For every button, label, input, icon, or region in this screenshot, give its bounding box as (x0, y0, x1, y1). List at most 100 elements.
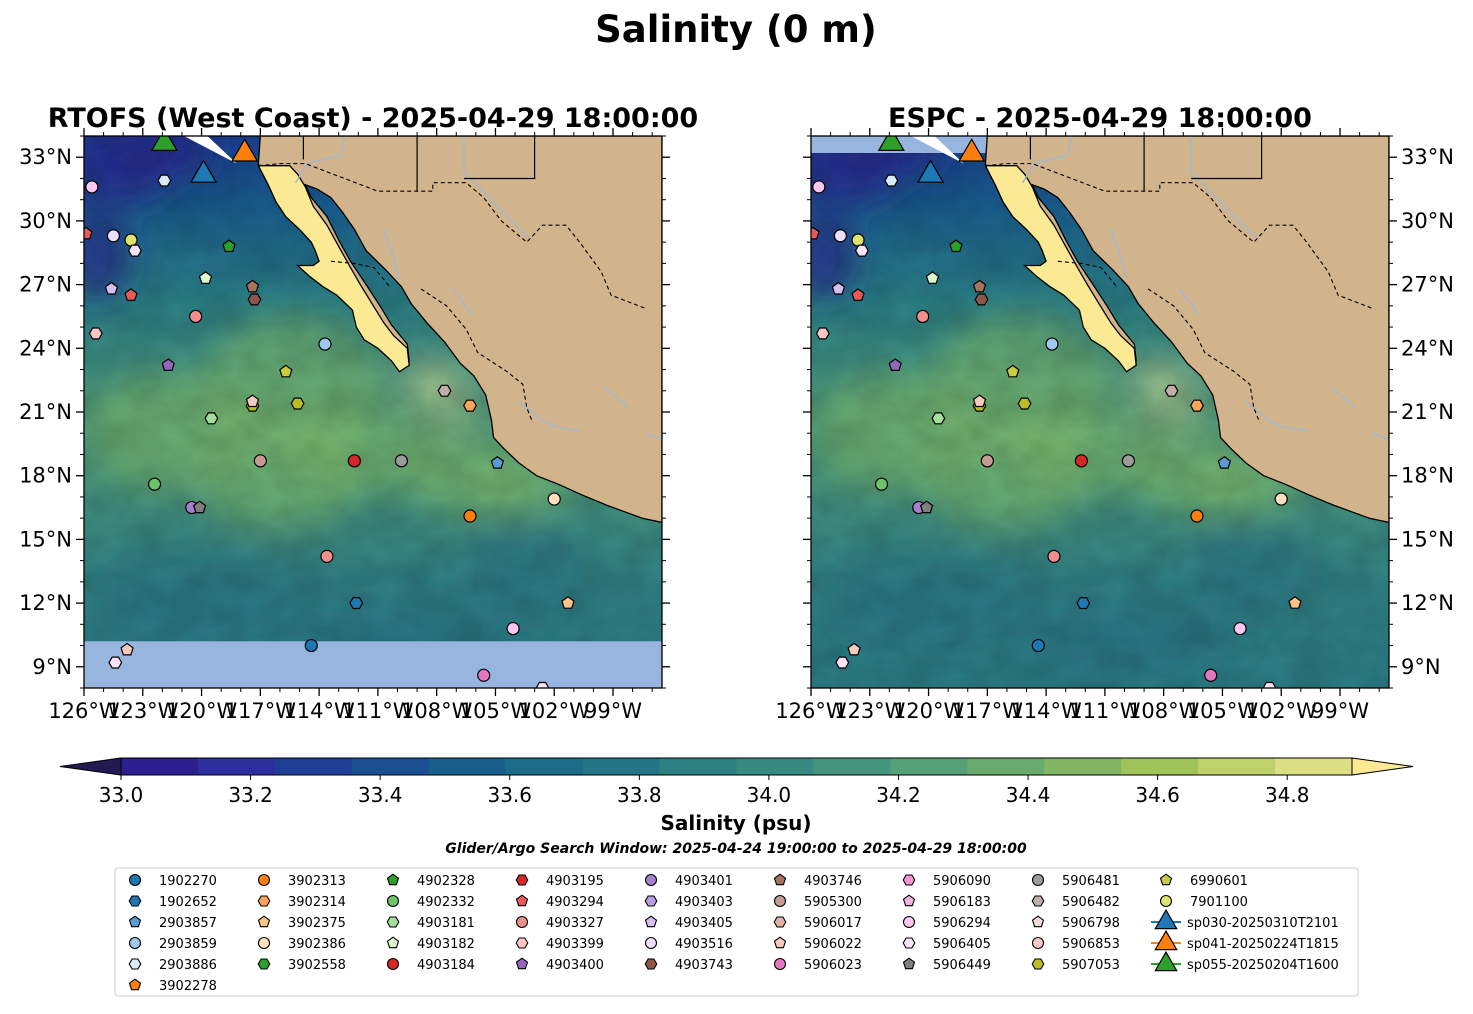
argo-float-marker (1076, 597, 1091, 610)
legend-item: 4903184 (386, 957, 475, 973)
legend-marker (128, 895, 142, 907)
espc-map-panel: ESPC - 2025-04-29 18:00:00 126°W123°W120… (775, 103, 1454, 723)
x-tick-label: 120°W (166, 699, 238, 723)
argo-float-marker (851, 288, 865, 301)
legend-triangle-marker (1154, 950, 1178, 972)
colorbar-segment (1275, 758, 1353, 775)
legend-item: 2903859 (128, 936, 217, 952)
legend-label: 3902313 (288, 874, 346, 889)
legend-label: 5907053 (1062, 958, 1120, 973)
legend-label: 4903195 (546, 874, 604, 889)
colorbar-tick-label: 33.0 (99, 783, 144, 807)
argo-float-marker (161, 358, 175, 371)
colorbar-tick-label: 34.2 (876, 783, 921, 807)
argo-float-marker (198, 271, 213, 284)
y-tick-label: 12°N (1401, 591, 1454, 615)
legend-label: 5906022 (804, 937, 862, 952)
argo-float-marker (847, 642, 861, 656)
y-tick-label: 30°N (1401, 209, 1454, 233)
x-tick-label: 126°W (775, 699, 847, 723)
x-tick-label: 114°W (1010, 699, 1082, 723)
legend-item: 4903294 (515, 894, 604, 910)
colorbar-extend-high (1351, 757, 1414, 776)
legend-marker (257, 915, 271, 928)
argo-float-marker (124, 233, 138, 247)
legend-label: sp055-20250204T1600 (1187, 958, 1339, 973)
legend-item: 5906017 (773, 916, 862, 931)
colorbar-segment (813, 758, 891, 775)
argo-float-marker (290, 397, 305, 410)
argo-float-marker (189, 309, 203, 324)
argo-float-marker (815, 327, 830, 340)
legend-item: 4903403 (644, 895, 733, 910)
argo-float-marker (88, 327, 103, 340)
legend-item: 4902328 (386, 873, 475, 889)
argo-float-marker (506, 621, 520, 636)
legend-item: sp041-20250224T1815 (1151, 929, 1339, 952)
state-border (330, 260, 391, 288)
y-tick-label: 33°N (1401, 145, 1454, 169)
argo-float-marker (1204, 668, 1218, 682)
legend-item: 5906405 (902, 937, 991, 952)
legend-marker (386, 873, 400, 886)
argo-float-marker (222, 239, 236, 253)
legend-label: 3902278 (159, 979, 217, 994)
search-window-text: Glider/Argo Search Window: 2025-04-24 19… (445, 841, 1027, 857)
argo-float-marker (812, 180, 826, 194)
legend-label: sp030-20250310T2101 (1187, 916, 1339, 931)
legend-marker (257, 958, 271, 970)
argo-float-marker (304, 638, 318, 653)
colorbar-tick-label: 34.0 (747, 783, 792, 807)
colorbar-segment (1044, 758, 1122, 775)
river (518, 400, 582, 432)
legend-marker (644, 936, 658, 950)
no-data-band (84, 641, 662, 688)
legend-item: 5906183 (902, 894, 991, 910)
y-tick-label: 9°N (1401, 655, 1441, 679)
legend: 1902270 1902652 2903857 2903859 2903886 39022… (114, 867, 1359, 997)
argo-float-marker (1017, 397, 1032, 410)
argo-float-marker (949, 239, 963, 253)
legend-item: 3902386 (257, 936, 346, 952)
legend-marker (515, 874, 529, 886)
argo-float-marker (192, 500, 207, 514)
state-border (1147, 288, 1261, 423)
legend-label: 4903327 (546, 916, 604, 931)
y-tick-label: 33°N (19, 145, 72, 169)
legend-marker (128, 978, 142, 991)
legend-label: 5906017 (804, 916, 862, 931)
river (1245, 400, 1309, 432)
argo-float-marker (320, 549, 334, 563)
legend-label: 6990601 (1190, 874, 1248, 889)
colorbar-tick-label: 33.8 (617, 783, 662, 807)
colorbar-segment (736, 758, 815, 775)
argo-float-marker (463, 399, 477, 412)
argo-float-marker (318, 337, 332, 351)
argo-float-marker (972, 279, 987, 293)
legend-label: 1902270 (159, 874, 217, 889)
glider-marker (958, 138, 986, 162)
legend-marker (515, 937, 529, 949)
argo-float-marker (490, 455, 505, 469)
legend-triangle-marker (1154, 929, 1178, 951)
legend-label: 5906090 (933, 874, 991, 889)
colorbar-segment (351, 758, 430, 775)
legend-label: 4902332 (417, 895, 475, 910)
legend-marker (1031, 958, 1045, 970)
colorbar-segment (659, 758, 738, 775)
river (602, 385, 630, 409)
legend-frame (114, 867, 1359, 997)
legend-label: 5906023 (804, 958, 862, 973)
legend-marker (1031, 936, 1045, 950)
glider-marker (231, 138, 259, 162)
argo-float-marker (463, 509, 477, 523)
legend-marker (773, 957, 787, 971)
espc-panel-title: ESPC - 2025-04-29 18:00:00 (888, 103, 1312, 134)
legend-label: 1902652 (159, 895, 217, 910)
legend-item: 4903195 (515, 874, 604, 889)
y-tick-label: 9°N (32, 655, 72, 679)
legend-label: 5906405 (933, 937, 991, 952)
x-tick-label: 123°W (107, 699, 179, 723)
legend-item: 4903327 (515, 915, 604, 931)
legend-marker (515, 894, 529, 907)
